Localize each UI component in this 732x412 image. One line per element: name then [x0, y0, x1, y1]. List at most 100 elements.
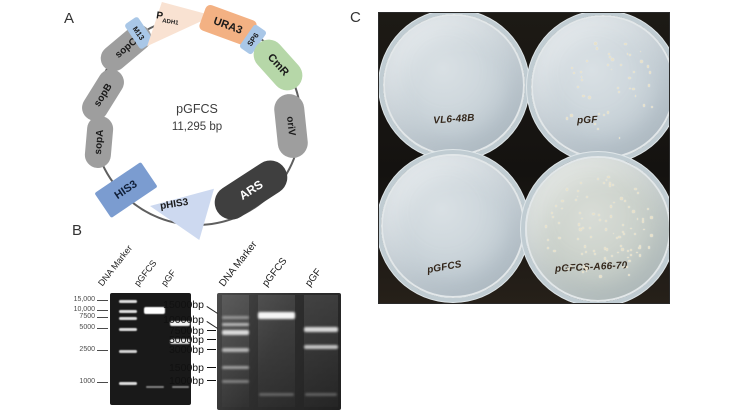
colony-dot — [632, 210, 636, 213]
ladder-size-label: 7500bp — [168, 325, 204, 337]
gel-band — [172, 386, 189, 388]
ladder-tick-dash — [97, 317, 108, 318]
colony-dot — [622, 232, 626, 236]
colony-dot — [626, 52, 629, 55]
colony-dot — [587, 96, 591, 99]
colony-dot — [632, 70, 636, 73]
colony-dot — [650, 233, 653, 237]
colony-dot — [621, 247, 625, 251]
colony-dot — [619, 63, 623, 67]
gel-band — [119, 300, 137, 303]
colony-dot — [643, 104, 646, 107]
gel-band — [119, 310, 137, 313]
colony-dot — [630, 249, 633, 251]
colony-dot — [628, 87, 631, 90]
colony-dot — [648, 71, 651, 74]
gel-band — [259, 393, 294, 396]
lane-label-marker-left: DNA Marker — [96, 243, 135, 288]
colony-dot — [582, 94, 585, 98]
colony-dot — [581, 252, 584, 255]
colony-dot — [610, 68, 613, 71]
colony-dot — [628, 259, 631, 262]
colony-dot — [599, 275, 603, 278]
colony-dot — [565, 188, 569, 192]
panel-a-letter: A — [64, 10, 75, 27]
colony-dot — [637, 246, 641, 250]
colony-dot — [627, 250, 630, 252]
segment-label: oriV — [284, 115, 298, 137]
colony-dot — [650, 106, 654, 109]
segment-label: M13 — [131, 24, 147, 42]
colony-dot — [595, 47, 598, 50]
ladder-tick-dash — [97, 310, 108, 311]
colony-dot — [561, 199, 564, 202]
ladder-size-label: 1000bp — [168, 375, 204, 387]
colony-dot — [629, 227, 632, 230]
gel-band — [305, 393, 337, 396]
colony-dot — [603, 247, 606, 250]
colony-dot — [555, 205, 558, 208]
colony-dot — [609, 215, 613, 218]
colony-dot — [638, 245, 641, 248]
gel-band — [222, 316, 249, 319]
gel-band — [119, 317, 137, 320]
colony-dot — [612, 232, 615, 235]
colony-dot — [582, 271, 585, 274]
colony-dot — [618, 90, 621, 93]
colony-dot — [566, 267, 569, 270]
colony-dot — [605, 220, 608, 223]
colony-dot — [583, 245, 587, 248]
colony-dot — [576, 189, 580, 192]
colony-dot — [625, 266, 628, 268]
colony-dot — [627, 273, 630, 276]
ladder-size-label: 10,000 — [73, 306, 95, 313]
dish-label-handwritten: VL6-48B — [432, 112, 476, 127]
colony-dot — [633, 232, 637, 236]
colony-dot — [598, 213, 601, 216]
segment-label: HIS3 — [112, 178, 140, 202]
plasmid-segment-oriV: oriV — [272, 92, 310, 160]
colony-dot — [636, 217, 639, 220]
colony-dot — [618, 236, 621, 239]
colony-dot — [584, 267, 588, 271]
colony-dot — [650, 216, 653, 219]
colony-dot — [642, 220, 645, 223]
colony-dot — [617, 87, 620, 90]
gel-band — [304, 345, 338, 349]
colony-dot — [560, 207, 563, 210]
colony-dot — [609, 56, 611, 58]
ladder-tick-dash — [207, 367, 216, 368]
colony-dot — [613, 201, 616, 204]
lane-label-pgf-right: pGF — [303, 266, 324, 289]
dish-label-handwritten: pGFCS-A66-70 — [554, 260, 628, 275]
colony-dot — [547, 247, 549, 249]
colony-dot — [572, 72, 575, 75]
ladder-size-label: 15,000 — [73, 296, 95, 303]
colony-dot — [552, 215, 555, 218]
petri-dish-pgf: pGF — [531, 15, 669, 159]
ladder-tick-dash — [97, 300, 108, 301]
panel-c-letter: C — [350, 9, 361, 26]
gel-band — [119, 350, 137, 353]
ladder-size-label: 7500 — [79, 313, 95, 320]
segment-label: URA3 — [211, 14, 245, 37]
colony-dot — [589, 236, 592, 238]
colony-dot — [602, 181, 605, 185]
colony-dot — [641, 217, 645, 221]
ladder-tick-dash — [207, 349, 216, 350]
colony-dot — [604, 257, 607, 260]
ladder-size-label: 15000bp — [163, 299, 204, 311]
colony-dot — [579, 228, 582, 231]
colony-dot — [576, 195, 579, 198]
ladder-size-label: 10000bp — [163, 314, 204, 326]
gel-band — [144, 307, 165, 314]
dish-label-handwritten: pGFCS — [426, 259, 463, 276]
colony-dot — [624, 42, 627, 46]
colony-dot — [599, 219, 602, 221]
ladder-size-label: 5000 — [79, 324, 95, 331]
ladder-size-label: 5000bp — [168, 334, 204, 346]
gel-band — [222, 330, 249, 335]
colony-dot — [647, 207, 650, 211]
petri-dish-pgfcs: pGFCS — [381, 154, 525, 298]
ladder-size-label: 1500bp — [168, 362, 204, 374]
